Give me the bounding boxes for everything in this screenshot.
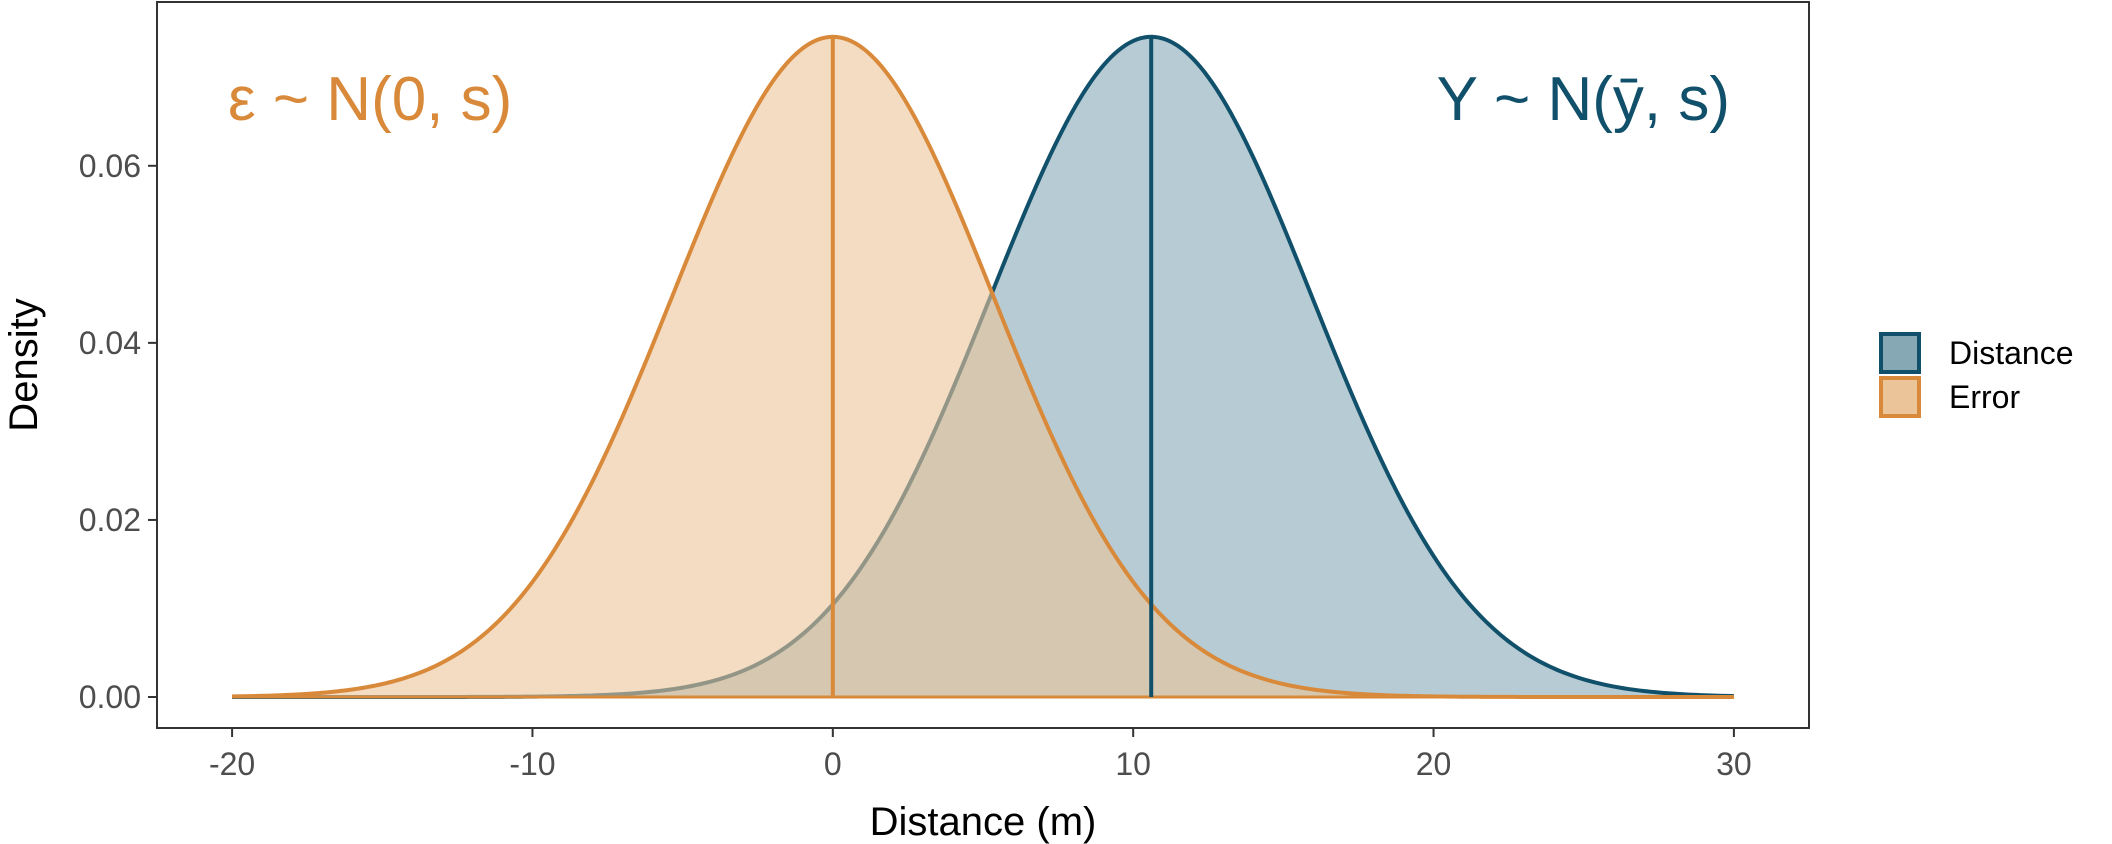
x-tick-label: -20 bbox=[209, 746, 255, 782]
legend-label-distance: Distance bbox=[1949, 335, 2074, 371]
y-axis: 0.00 0.02 0.04 0.06 bbox=[79, 148, 157, 715]
legend-label-error: Error bbox=[1949, 379, 2020, 415]
x-tick-label: 10 bbox=[1115, 746, 1151, 782]
y-tick-label: 0.06 bbox=[79, 148, 141, 184]
mean-lines bbox=[830, 36, 1154, 698]
annotation-distance-distribution: Y ~ N(ȳ, s) bbox=[1437, 65, 1730, 134]
x-tick-label: -10 bbox=[509, 746, 555, 782]
density-area-error bbox=[232, 36, 1734, 698]
x-tick-label: 0 bbox=[824, 746, 842, 782]
plot-panel-border bbox=[156, 1, 1810, 729]
legend-key-distance bbox=[1879, 332, 1921, 374]
density-areas bbox=[232, 34, 1734, 700]
x-axis-title: Distance (m) bbox=[870, 800, 1097, 844]
y-tick-label: 0.00 bbox=[79, 679, 141, 715]
x-tick-label: 30 bbox=[1716, 746, 1752, 782]
x-axis: -20 -10 0 10 20 30 bbox=[209, 728, 1752, 782]
legend-key-error bbox=[1879, 376, 1921, 418]
x-tick-label: 20 bbox=[1416, 746, 1452, 782]
y-axis-title: Density bbox=[2, 298, 46, 431]
y-tick-label: 0.04 bbox=[79, 325, 141, 361]
annotation-error-distribution: ε ~ N(0, s) bbox=[228, 65, 512, 134]
legend: Distance Error bbox=[1879, 332, 2074, 418]
y-tick-label: 0.02 bbox=[79, 502, 141, 538]
